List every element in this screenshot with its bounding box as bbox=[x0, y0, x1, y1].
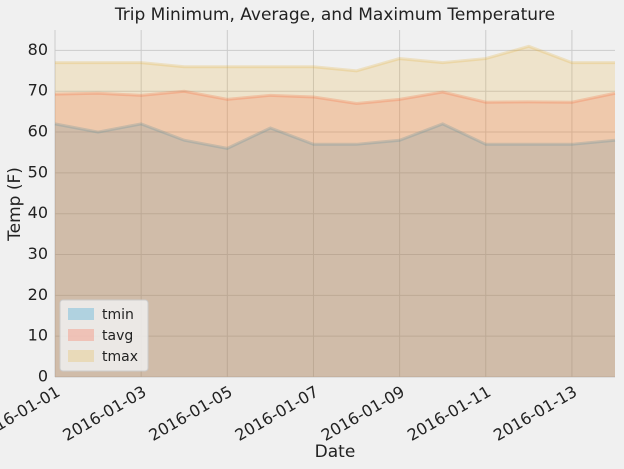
legend-label: tavg bbox=[102, 328, 133, 344]
y-tick-label: 0 bbox=[38, 367, 48, 386]
area bbox=[55, 46, 615, 378]
legend-label: tmax bbox=[102, 349, 138, 365]
area bbox=[55, 91, 615, 377]
x-tick-label: 2016-01-07 bbox=[232, 382, 322, 445]
x-axis-label: Date bbox=[315, 442, 356, 462]
x-tick-label: 2016-01-03 bbox=[59, 382, 149, 445]
legend-label: tmin bbox=[102, 307, 134, 323]
y-tick-label: 20 bbox=[28, 285, 48, 304]
x-tick-label: 2016-01-01 bbox=[0, 382, 63, 445]
legend-swatch bbox=[68, 308, 94, 320]
x-tick-label: 2016-01-11 bbox=[404, 382, 494, 445]
line bbox=[54, 122, 616, 150]
legend-swatch bbox=[68, 350, 94, 362]
x-tick-label: 2016-01-13 bbox=[490, 382, 580, 445]
y-tick-label: 50 bbox=[28, 162, 48, 181]
chart-title: Trip Minimum, Average, and Maximum Tempe… bbox=[114, 5, 555, 25]
x-tick-label: 2016-01-05 bbox=[146, 382, 236, 445]
y-tick-label: 30 bbox=[28, 244, 48, 263]
area bbox=[55, 123, 615, 377]
y-tick-label: 40 bbox=[28, 203, 48, 222]
y-tick-label: 70 bbox=[28, 81, 48, 100]
line bbox=[54, 89, 616, 105]
y-tick-label: 60 bbox=[28, 122, 48, 141]
x-tick-label: 2016-01-09 bbox=[318, 382, 408, 445]
legend-box bbox=[59, 299, 149, 372]
legend-swatch bbox=[68, 329, 94, 341]
line bbox=[55, 44, 615, 73]
y-tick-label: 10 bbox=[28, 326, 48, 345]
y-axis-label: Temp (F) bbox=[5, 167, 25, 242]
y-tick-label: 80 bbox=[28, 40, 48, 59]
